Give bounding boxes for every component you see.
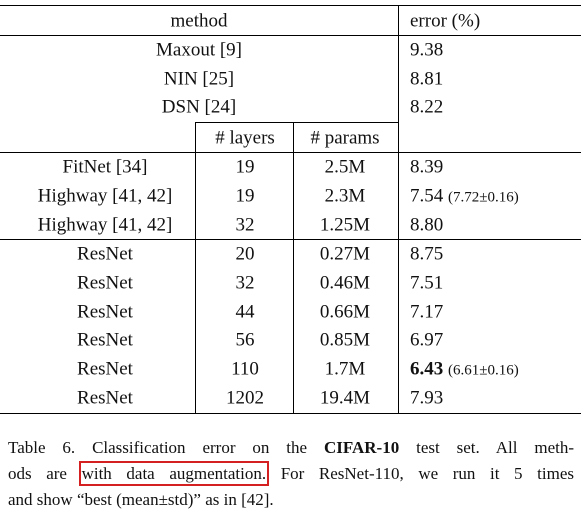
layers-cell: 32 (235, 272, 255, 294)
method-cell: ResNet (77, 301, 133, 322)
method-cell: Highway [41, 42] (37, 214, 173, 236)
error-cell: 8.81 (410, 68, 444, 90)
params-cell: 2.3M (324, 185, 366, 207)
header-error: error (%) (410, 10, 481, 32)
error-cell: 8.39 (410, 158, 443, 177)
rule (195, 122, 398, 123)
params-cell: 19.4M (319, 387, 371, 409)
params-cell: 0.66M (319, 301, 371, 322)
layers-cell: 110 (231, 358, 259, 380)
method-cell: ResNet (77, 243, 133, 265)
params-cell: 1.25M (319, 214, 371, 236)
header-params: # params (310, 127, 380, 149)
layers-cell: 44 (235, 301, 255, 322)
method-cell: Maxout [9] (155, 39, 243, 61)
caption-line: ods are with data augmentation. For ResN… (8, 461, 574, 487)
layers-cell: 32 (235, 214, 255, 236)
header-layers: # layers (215, 127, 275, 149)
error-cell: 8.22 (410, 96, 444, 118)
error-value: 6.43 (410, 358, 444, 380)
method-cell: DSN [24] (161, 96, 237, 118)
params-cell: 0.46M (319, 272, 371, 294)
error-cell: 7.17 (410, 302, 443, 321)
rule (195, 122, 196, 413)
error-cell: 9.38 (410, 39, 444, 61)
error-note: (7.72±0.16) (448, 189, 519, 206)
error-cell: 8.75 (410, 244, 443, 263)
caption-line: and show “best (mean±std)” as in [42]. (8, 487, 574, 513)
params-cell: 0.85M (319, 329, 371, 351)
error-value: 8.39 (410, 156, 444, 178)
rule (0, 152, 581, 153)
error-value: 7.17 (410, 301, 444, 322)
layers-cell: 20 (235, 243, 255, 265)
method-cell: NIN [25] (163, 68, 235, 90)
rule (293, 122, 294, 413)
caption-text: test set. All meth- (399, 438, 574, 457)
layers-cell: 19 (235, 156, 255, 178)
error-note: (6.61±0.16) (448, 362, 519, 379)
method-cell: FitNet [34] (62, 156, 148, 178)
error-cell: 7.93 (410, 389, 443, 408)
rule (0, 5, 581, 6)
error-value: 7.51 (410, 272, 444, 294)
params-cell: 0.27M (319, 243, 371, 265)
error-value: 7.54 (410, 185, 444, 207)
error-cell: 7.54 (7.72±0.16) (410, 186, 519, 205)
layers-cell: 19 (235, 185, 255, 207)
caption-text: Table 6. Classification error on the (8, 438, 324, 457)
error-cell: 7.51 (410, 273, 443, 292)
highlight: with data augmentation. (78, 461, 270, 486)
error-value: 8.80 (410, 214, 444, 236)
method-cell: ResNet (77, 329, 133, 351)
method-cell: Highway [41, 42] (37, 185, 173, 207)
layers-cell: 56 (235, 329, 255, 351)
error-cell: 6.97 (410, 331, 443, 350)
rule (0, 239, 581, 240)
error-value: 6.97 (410, 329, 444, 351)
rule (0, 413, 581, 414)
caption: Table 6. Classification error on the CIF… (8, 435, 574, 513)
caption-bold: CIFAR-10 (323, 438, 400, 457)
error-cell: 8.80 (410, 215, 443, 234)
caption-text: and show “best (mean±std)” as in [42]. (8, 490, 274, 509)
method-cell: ResNet (77, 387, 133, 409)
header-method: method (170, 10, 228, 32)
layers-cell: 1202 (226, 387, 264, 409)
error-value: 7.93 (410, 387, 444, 409)
params-cell: 1.7M (324, 358, 366, 380)
caption-text: For ResNet-110, we run it 5 times (266, 464, 574, 483)
rule (398, 5, 399, 413)
params-cell: 2.5M (324, 156, 366, 178)
error-value: 8.75 (410, 243, 444, 265)
method-cell: ResNet (77, 272, 133, 294)
caption-text: ods are (8, 464, 82, 483)
method-cell: ResNet (77, 358, 133, 380)
caption-line: Table 6. Classification error on the CIF… (8, 435, 574, 461)
error-cell: 6.43 (6.61±0.16) (410, 360, 519, 379)
rule (0, 35, 581, 36)
